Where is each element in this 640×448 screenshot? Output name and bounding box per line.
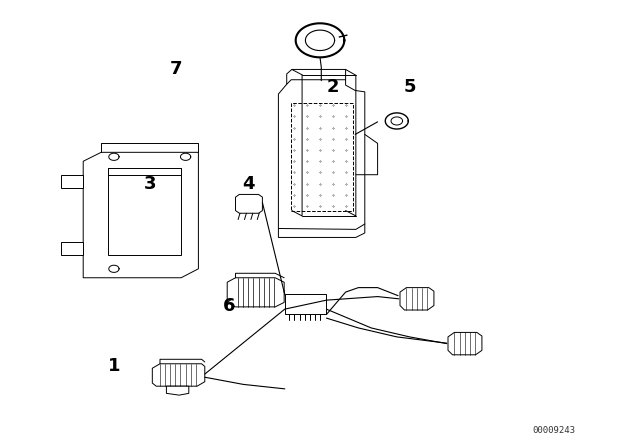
Text: 2: 2 — [326, 78, 339, 96]
Text: 1: 1 — [108, 358, 120, 375]
Polygon shape — [152, 364, 205, 386]
Polygon shape — [285, 294, 326, 314]
Text: 00009243: 00009243 — [532, 426, 575, 435]
Polygon shape — [61, 242, 83, 255]
Polygon shape — [400, 288, 434, 310]
Polygon shape — [166, 386, 189, 395]
Text: 5: 5 — [403, 78, 416, 96]
Polygon shape — [83, 152, 198, 278]
Polygon shape — [448, 332, 482, 355]
Polygon shape — [227, 278, 284, 307]
Polygon shape — [236, 194, 262, 213]
Polygon shape — [61, 175, 83, 188]
Text: 6: 6 — [223, 297, 236, 314]
Text: 7: 7 — [170, 60, 182, 78]
Polygon shape — [278, 80, 365, 229]
Text: 3: 3 — [144, 175, 157, 193]
Polygon shape — [108, 175, 181, 255]
Text: 4: 4 — [242, 175, 255, 193]
